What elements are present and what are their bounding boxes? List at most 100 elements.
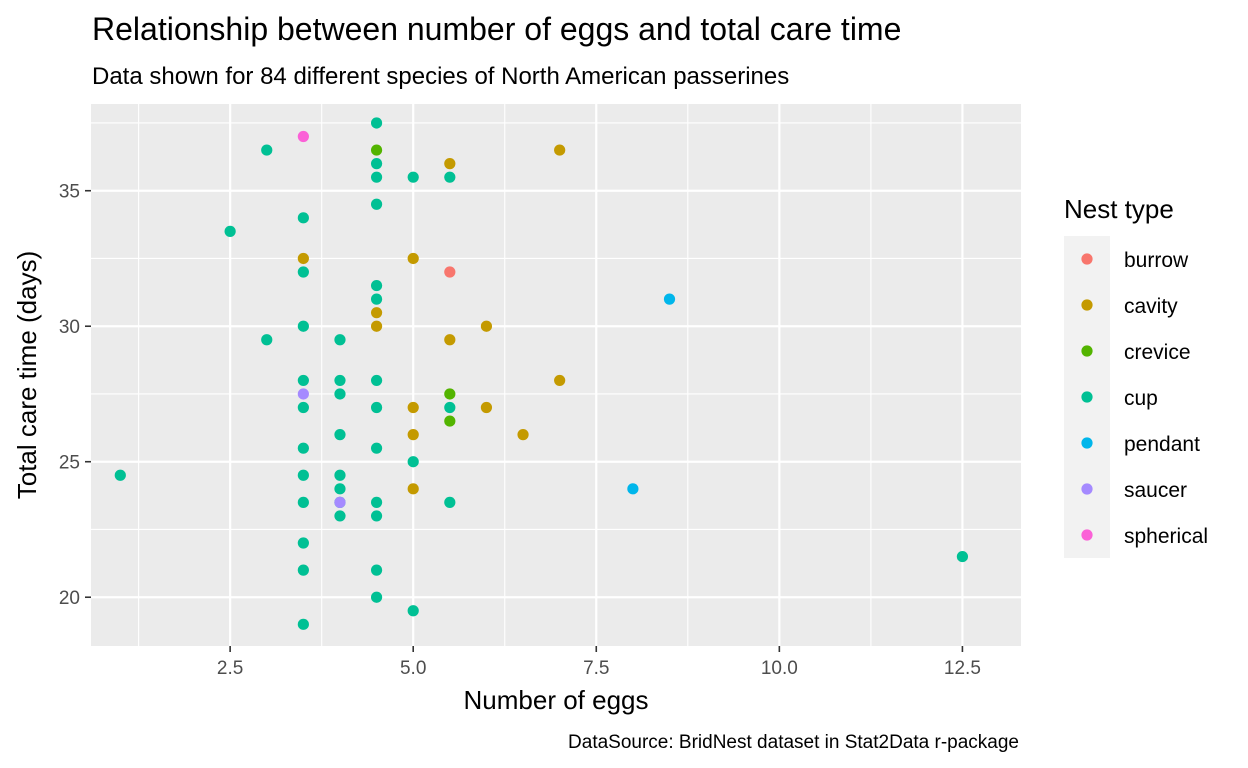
legend-label-saucer: saucer (1124, 479, 1187, 502)
data-point-cup (334, 429, 346, 441)
data-point-cup (297, 469, 309, 481)
data-point-cup (370, 591, 383, 603)
y-axis: 20 25 30 35 (59, 182, 91, 609)
data-point-pendant (663, 293, 676, 305)
data-point-cup (370, 442, 383, 454)
data-point-cavity (480, 320, 493, 332)
data-point-cavity (480, 401, 493, 414)
x-tick-label: 7.5 (583, 658, 609, 679)
x-tick-label: 10.0 (761, 658, 798, 679)
y-tick-label: 20 (59, 588, 80, 609)
data-point-cup (370, 564, 383, 576)
data-point-cup (297, 212, 309, 224)
data-point-cup (261, 334, 273, 346)
legend-label-cavity: cavity (1124, 295, 1178, 318)
data-point-cup (297, 496, 309, 508)
data-point-cup (224, 225, 236, 237)
data-point-cup (334, 510, 346, 522)
legend-key-cup (1081, 391, 1093, 403)
x-tick-label: 2.5 (217, 658, 243, 679)
data-point-pendant (627, 483, 639, 495)
legend-key-saucer (1081, 483, 1093, 495)
data-point-cup (297, 320, 309, 332)
data-points (114, 117, 969, 630)
data-point-cup (370, 510, 383, 522)
major-gridlines (91, 104, 1021, 646)
data-point-cup (334, 334, 346, 346)
legend-key-cavity (1081, 299, 1093, 311)
plot-background (91, 104, 1021, 646)
data-point-cavity (554, 144, 566, 156)
legend-key-burrow (1081, 253, 1093, 265)
data-point-crevice (444, 415, 456, 427)
data-point-cup (407, 171, 419, 183)
legend-label-cup: cup (1124, 387, 1158, 410)
x-tick-label: 12.5 (944, 658, 981, 679)
data-point-cavity (554, 374, 566, 387)
data-point-cup (114, 469, 126, 481)
data-point-cup (370, 117, 383, 129)
data-point-cup (370, 158, 383, 170)
data-point-cup (261, 144, 273, 156)
y-tick-label: 35 (59, 182, 80, 203)
data-point-cavity (407, 401, 419, 414)
chart-title: Relationship between number of eggs and … (92, 11, 901, 47)
data-point-cavity (407, 483, 419, 495)
data-point-crevice (444, 388, 456, 400)
y-tick-label: 30 (59, 317, 80, 338)
minor-gridlines (91, 104, 1021, 646)
data-point-saucer (334, 496, 346, 508)
legend-label-burrow: burrow (1124, 249, 1189, 272)
data-point-cup (444, 496, 456, 508)
data-point-cavity (370, 307, 383, 319)
chart-subtitle: Data shown for 84 different species of N… (92, 63, 789, 90)
plot-panel (91, 104, 1021, 646)
data-point-cup (370, 374, 383, 387)
data-point-cavity (444, 334, 456, 346)
y-axis-title: Total care time (days) (12, 251, 42, 500)
data-point-cavity (370, 320, 383, 332)
data-point-cavity (407, 252, 419, 265)
data-point-saucer (297, 388, 309, 400)
x-axis: 2.5 5.0 7.5 10.0 12.5 (217, 646, 981, 679)
legend-key-crevice (1081, 345, 1093, 357)
data-point-crevice (370, 144, 383, 156)
data-point-cup (370, 293, 383, 305)
data-point-cavity (297, 252, 309, 265)
legend: Nest type burrow cavity crevice cup pendant s… (1064, 194, 1208, 558)
data-point-cup (370, 171, 383, 183)
data-point-burrow (444, 266, 456, 278)
data-point-cup (297, 401, 309, 414)
data-point-cup (334, 388, 346, 400)
data-point-cup (297, 374, 309, 387)
data-point-cup (444, 401, 456, 414)
data-point-cup (956, 550, 969, 563)
data-point-cup (370, 401, 383, 414)
data-point-cup (297, 564, 309, 576)
data-point-spherical (297, 130, 309, 143)
legend-label-crevice: crevice (1124, 341, 1191, 364)
data-point-cavity (444, 158, 456, 170)
legend-key-spherical (1081, 529, 1093, 541)
legend-label-pendant: pendant (1124, 433, 1200, 456)
data-point-cup (334, 374, 346, 387)
data-point-cup (407, 456, 419, 468)
data-point-cup (334, 483, 346, 495)
data-point-cup (297, 618, 309, 630)
legend-title: Nest type (1064, 194, 1174, 224)
data-point-cup (370, 279, 383, 292)
data-point-cup (297, 266, 309, 278)
legend-key-pendant (1081, 437, 1093, 449)
data-point-cup (297, 537, 309, 549)
legend-items: burrow cavity crevice cup pendant saucer spher… (1081, 249, 1208, 548)
y-tick-label: 25 (59, 453, 80, 474)
x-axis-title: Number of eggs (464, 685, 649, 715)
data-point-cup (370, 496, 383, 508)
x-tick-label: 5.0 (400, 658, 426, 679)
data-point-cup (334, 469, 346, 481)
data-point-cup (370, 198, 383, 210)
data-point-cup (444, 171, 456, 183)
legend-label-spherical: spherical (1124, 525, 1208, 548)
data-point-cavity (517, 429, 529, 441)
